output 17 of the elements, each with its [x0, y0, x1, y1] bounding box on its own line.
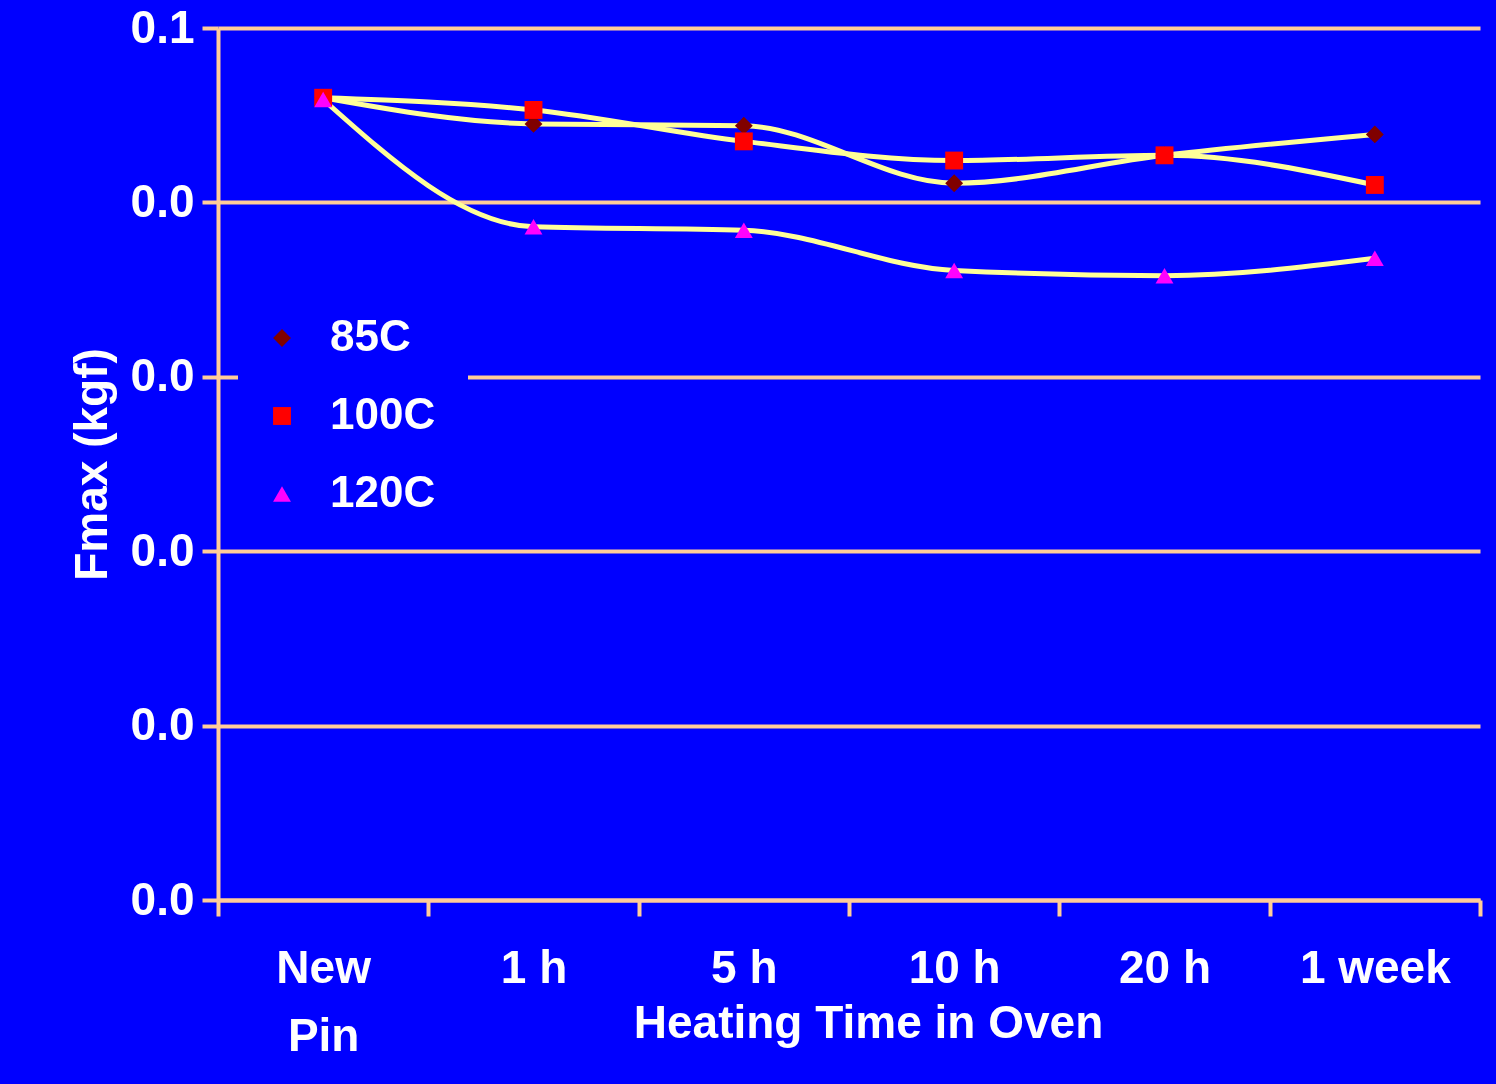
x-tick-label: 5 h [711, 940, 778, 993]
x-tick-label: 10 h [908, 940, 1001, 993]
x-tick-label: New Pin [276, 940, 372, 1061]
legend-label: 100C [330, 389, 436, 438]
y-tick-label: 0.0 [130, 349, 195, 402]
x-tick-label: 1 week [1299, 940, 1452, 993]
y-tick-label: 0.0 [130, 523, 195, 576]
y-tick-label: 0.0 [130, 698, 195, 751]
x-tick-label: 20 h [1118, 940, 1212, 993]
y-tick-label: 0.1 [130, 0, 195, 53]
y-tick-label: 0.0 [130, 174, 195, 227]
legend-label: 120C [330, 467, 436, 516]
y-tick-label: 0.0 [130, 872, 195, 925]
y-axis-title: Fmax (kgf) [64, 348, 117, 581]
legend-label: 85C [330, 311, 411, 360]
x-tick-label: 1 h [500, 940, 568, 993]
x-axis-title: Heating Time in Oven [633, 995, 1104, 1048]
